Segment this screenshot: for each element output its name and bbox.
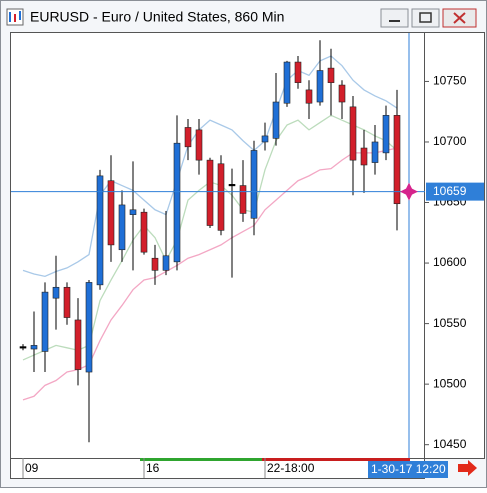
y-tick-label: 10550 <box>433 316 467 330</box>
candle-body <box>85 282 93 373</box>
candle-body <box>63 286 71 318</box>
indicator-line <box>22 147 398 401</box>
candle-body <box>162 255 170 271</box>
crosshair-price-label: 10659 <box>433 184 467 198</box>
candle-body <box>118 204 126 251</box>
candle-body <box>261 135 269 143</box>
candle-body <box>228 184 236 187</box>
candle-body <box>107 180 115 246</box>
price-axis <box>424 32 485 459</box>
candle-body <box>316 70 324 103</box>
close-button[interactable] <box>442 8 477 28</box>
candle-body <box>140 211 148 253</box>
candle-body <box>217 163 225 231</box>
y-tick-label: 10700 <box>433 134 467 148</box>
candle-body <box>338 84 346 103</box>
candle-body <box>173 142 181 263</box>
crosshair-marker <box>400 182 418 201</box>
candle-body <box>371 141 379 163</box>
candle-body <box>294 61 302 83</box>
y-tick-label: 10450 <box>433 437 467 451</box>
candle-body <box>30 345 38 350</box>
candle-body <box>151 257 159 271</box>
session-bar <box>262 458 410 461</box>
crosshair-price-box <box>426 182 484 201</box>
y-tick-label: 10750 <box>433 74 467 88</box>
window-title: EURUSD - Euro / United States, 860 Min <box>30 9 284 25</box>
candle-body <box>305 89 313 104</box>
candle-body <box>349 106 357 161</box>
candle-body <box>184 127 192 148</box>
candle-body <box>272 101 280 139</box>
scroll-arrow[interactable] <box>458 460 477 476</box>
candle-body <box>129 209 137 215</box>
candle-body <box>41 291 49 352</box>
maximize-button[interactable] <box>411 8 440 28</box>
candle-body <box>74 319 82 370</box>
time-axis <box>10 458 425 479</box>
candle-body <box>327 67 335 83</box>
app-icon <box>6 8 24 26</box>
session-bar <box>140 458 262 461</box>
indicator-line <box>22 55 398 278</box>
candle-body <box>239 185 247 214</box>
candle-body <box>250 150 258 219</box>
crosshair-time-label: 1-30-17 12:20 <box>371 462 446 476</box>
plot-area <box>10 32 425 459</box>
candle-body <box>393 115 401 205</box>
candle-body <box>206 159 214 226</box>
crosshair-time-box <box>368 461 448 478</box>
candle-body <box>19 346 27 349</box>
candle-body <box>195 129 203 161</box>
x-tick-label: 09 <box>25 461 39 475</box>
x-tick-label: 16 <box>146 461 160 475</box>
y-tick-label: 10500 <box>433 376 467 390</box>
minimize-button[interactable] <box>380 8 409 28</box>
candle-body <box>96 175 104 286</box>
candle-body <box>360 147 368 166</box>
candle-body <box>283 61 291 104</box>
y-tick-label: 10600 <box>433 255 467 269</box>
x-tick-label: 22-18:00 <box>267 461 315 475</box>
candle-body <box>382 115 390 154</box>
candle-body <box>52 286 60 299</box>
